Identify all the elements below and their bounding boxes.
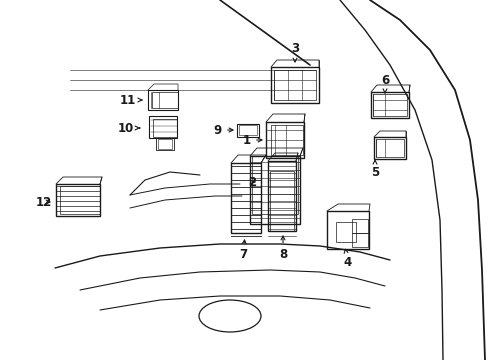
Bar: [375, 139, 403, 157]
Text: 7: 7: [239, 240, 246, 261]
Bar: [326, 211, 368, 249]
Text: 6: 6: [380, 73, 388, 93]
Bar: [153, 119, 177, 137]
Bar: [351, 219, 367, 233]
Bar: [152, 92, 178, 108]
Text: 5: 5: [370, 160, 378, 179]
Bar: [149, 116, 177, 138]
Bar: [158, 139, 172, 149]
Bar: [372, 94, 406, 116]
Bar: [351, 233, 367, 247]
Bar: [265, 122, 304, 158]
Text: 3: 3: [290, 41, 299, 62]
Bar: [373, 137, 405, 159]
Bar: [273, 70, 315, 100]
Text: 11: 11: [120, 94, 142, 107]
Bar: [269, 171, 293, 231]
Text: 1: 1: [243, 134, 262, 147]
Bar: [237, 123, 259, 136]
Text: 10: 10: [118, 122, 140, 135]
Bar: [270, 125, 303, 155]
Bar: [239, 125, 257, 135]
Bar: [249, 156, 299, 224]
Bar: [230, 163, 261, 233]
Text: 2: 2: [247, 176, 256, 189]
Bar: [267, 161, 295, 231]
Bar: [335, 222, 355, 242]
Text: 4: 4: [343, 249, 351, 269]
Bar: [56, 184, 100, 216]
Text: 9: 9: [213, 123, 232, 136]
Bar: [270, 67, 318, 103]
Bar: [60, 186, 100, 214]
Text: 12: 12: [36, 195, 52, 208]
Bar: [148, 90, 178, 110]
Bar: [156, 138, 174, 150]
Text: 8: 8: [278, 236, 286, 261]
Bar: [370, 92, 408, 118]
Bar: [251, 156, 297, 214]
